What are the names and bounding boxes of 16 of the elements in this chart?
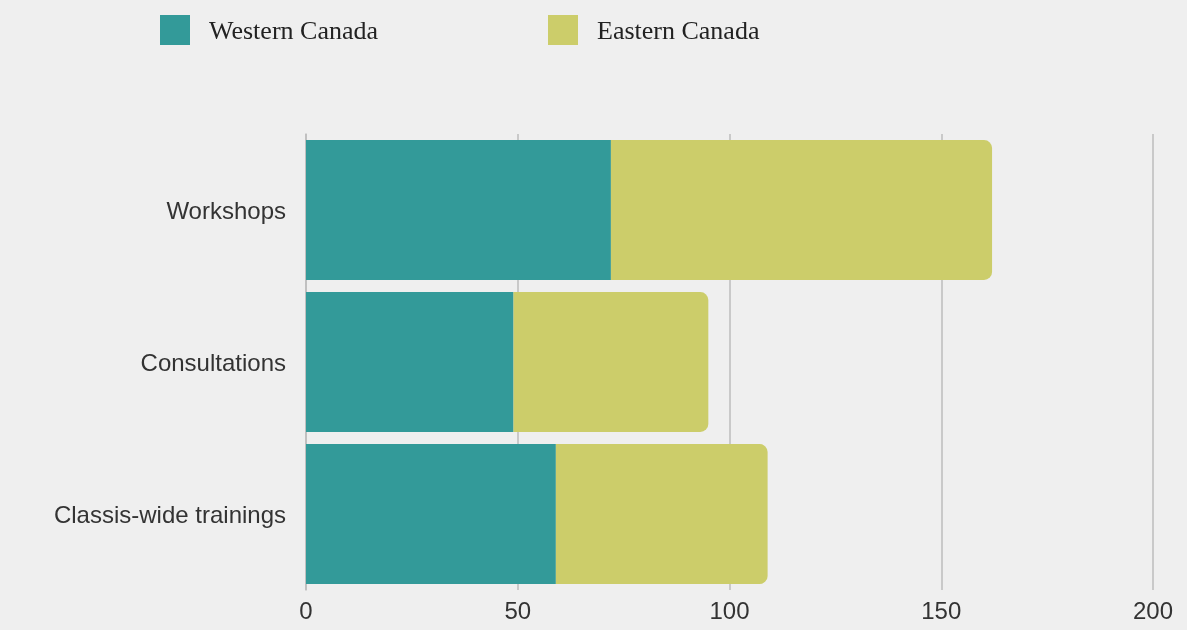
x-tick-label: 200 bbox=[1132, 596, 1174, 624]
x-tick-label: 150 bbox=[921, 596, 962, 624]
y-tick-label: Consultations bbox=[140, 348, 286, 376]
x-tick-label: 0 bbox=[299, 596, 313, 624]
x-tick-label: 50 bbox=[504, 596, 532, 624]
bar bbox=[306, 292, 514, 432]
legend-label: Western Canada bbox=[209, 15, 379, 45]
legend-label: Eastern Canada bbox=[597, 15, 760, 45]
bar bbox=[610, 140, 993, 280]
bar bbox=[513, 292, 709, 432]
x-tick-label: 100 bbox=[709, 596, 750, 624]
bar bbox=[306, 140, 611, 280]
bar bbox=[555, 444, 768, 584]
bar bbox=[306, 444, 556, 584]
y-tick-label: Classis-wide trainings bbox=[53, 500, 286, 528]
y-tick-label: Workshops bbox=[166, 196, 286, 224]
